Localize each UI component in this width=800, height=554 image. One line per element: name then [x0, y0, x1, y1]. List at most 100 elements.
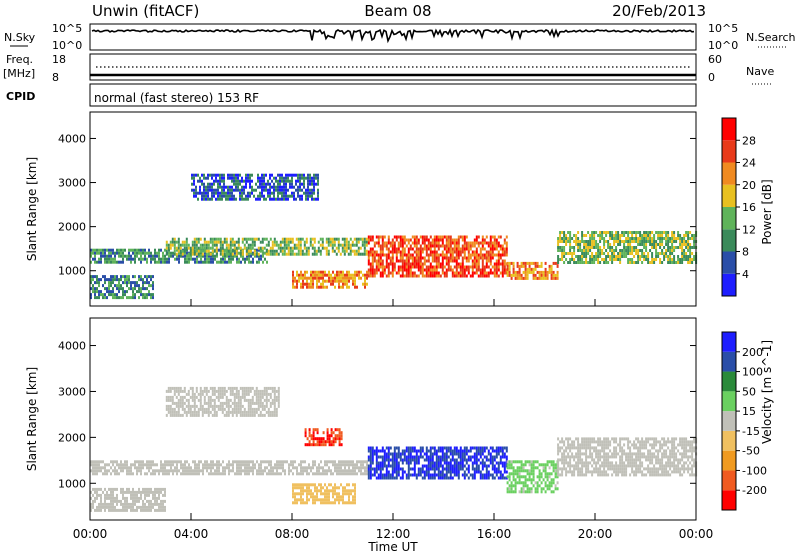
data-cell	[265, 173, 267, 177]
data-cell	[134, 284, 136, 288]
data-cell	[415, 253, 418, 257]
data-cell	[169, 243, 172, 247]
data-cell	[431, 238, 434, 242]
data-cell	[397, 247, 400, 251]
data-cell	[373, 449, 376, 453]
data-cell	[433, 467, 436, 471]
data-cell	[128, 275, 130, 279]
data-cell	[112, 463, 114, 467]
data-cell	[360, 466, 362, 470]
data-cell	[130, 254, 132, 258]
data-cell	[423, 247, 426, 251]
data-cell	[350, 469, 352, 473]
data-cell	[411, 446, 414, 450]
data-cell	[102, 248, 104, 252]
data-cell	[221, 407, 224, 411]
data-cell	[675, 261, 678, 264]
data-cell	[294, 498, 296, 502]
data-cell	[534, 273, 537, 277]
data-cell	[516, 270, 519, 274]
data-cell	[647, 237, 650, 240]
data-cell	[609, 258, 612, 261]
data-cell	[144, 463, 146, 467]
data-cell	[300, 285, 302, 289]
data-cell	[172, 463, 174, 467]
data-cell	[227, 243, 230, 247]
data-cell	[227, 407, 230, 411]
data-cell	[343, 249, 346, 253]
colorbar-tick-label: 20	[742, 179, 756, 192]
data-cell	[330, 431, 333, 435]
data-cell	[349, 243, 352, 247]
data-cell	[314, 495, 316, 499]
data-cell	[645, 246, 648, 249]
data-cell	[126, 284, 128, 288]
data-cell	[218, 248, 220, 252]
data-cell	[316, 443, 319, 447]
data-cell	[247, 392, 250, 396]
data-cell	[217, 240, 220, 244]
data-cell	[499, 449, 502, 453]
data-cell	[552, 481, 555, 485]
data-cell	[348, 498, 350, 502]
data-cell	[415, 452, 418, 456]
data-cell	[310, 469, 312, 473]
data-cell	[497, 274, 500, 278]
data-cell	[463, 235, 466, 239]
data-cell	[154, 469, 156, 473]
data-cell	[98, 463, 100, 467]
data-cell	[238, 260, 240, 264]
data-cell	[322, 466, 324, 470]
data-cell	[287, 176, 289, 180]
data-cell	[186, 260, 188, 264]
data-cell	[451, 253, 454, 257]
data-cell	[548, 487, 551, 491]
data-cell	[559, 231, 562, 234]
data-cell	[405, 274, 408, 278]
data-cell	[96, 469, 98, 473]
data-cell	[495, 259, 498, 263]
data-cell	[175, 252, 178, 256]
data-cell	[317, 191, 319, 195]
data-cell	[304, 282, 306, 286]
data-cell	[210, 254, 212, 258]
data-cell	[557, 261, 560, 264]
data-cell	[247, 194, 249, 198]
data-cell	[587, 243, 590, 246]
data-cell	[421, 241, 424, 245]
data-cell	[461, 458, 464, 462]
data-cell	[340, 460, 342, 464]
data-cell	[234, 460, 236, 464]
data-cell	[457, 455, 460, 459]
data-cell	[94, 254, 96, 258]
data-cell	[631, 240, 634, 243]
data-cell	[493, 253, 496, 257]
data-cell	[445, 247, 448, 251]
data-cell	[621, 231, 624, 234]
data-cell	[593, 231, 596, 234]
data-cell	[399, 250, 402, 254]
data-cell	[215, 246, 218, 250]
data-cell	[581, 240, 584, 243]
data-cell	[571, 446, 574, 450]
data-cell	[469, 253, 472, 257]
data-cell	[403, 262, 406, 266]
data-cell	[403, 268, 406, 272]
data-cell	[687, 237, 690, 240]
data-cell	[585, 261, 588, 264]
data-cell	[243, 395, 246, 399]
data-cell	[569, 249, 572, 252]
data-cell	[267, 407, 270, 411]
data-cell	[167, 407, 170, 411]
data-cell	[481, 461, 484, 465]
data-cell	[234, 251, 236, 255]
data-cell	[497, 241, 500, 245]
data-cell	[179, 389, 182, 393]
data-cell	[225, 410, 228, 414]
data-cell	[514, 487, 517, 491]
data-cell	[379, 250, 382, 254]
data-cell	[158, 254, 160, 258]
data-cell	[429, 262, 432, 266]
data-cell	[536, 261, 539, 265]
data-cell	[318, 498, 320, 502]
